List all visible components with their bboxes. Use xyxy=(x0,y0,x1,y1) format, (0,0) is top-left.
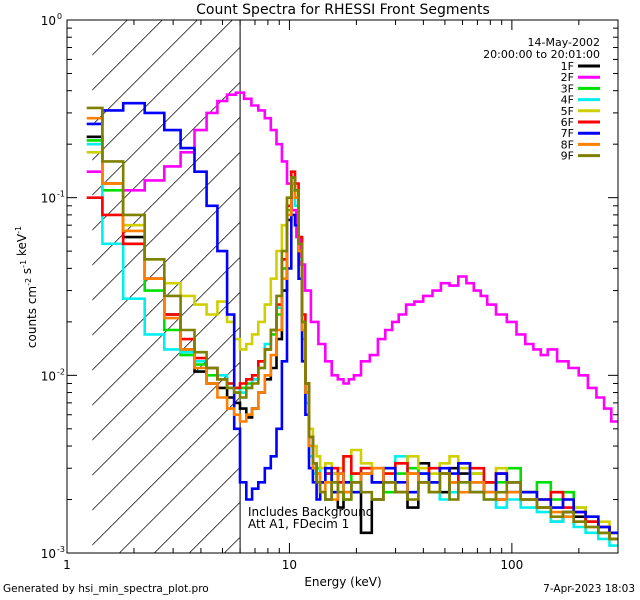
series-5F xyxy=(86,151,618,535)
y-tick-label: 10 xyxy=(41,192,56,206)
footer-generated-by: Generated by hsi_min_spectra_plot.pro xyxy=(3,583,209,595)
legend-label-5F: 5F xyxy=(561,105,574,118)
y-axis-label: counts cm-2 s-1 keV-1 xyxy=(14,226,39,348)
hatch-line xyxy=(92,326,241,476)
hatch-line xyxy=(92,20,93,21)
hatch-line xyxy=(92,221,241,371)
series-2F xyxy=(86,91,618,423)
y-tick-exponent: -3 xyxy=(57,545,65,554)
x-tick-label: 10 xyxy=(282,558,297,572)
legend-label-2F: 2F xyxy=(561,71,574,84)
legend-label-8F: 8F xyxy=(561,138,574,151)
hatch-line xyxy=(92,361,241,511)
hatch-line xyxy=(92,151,241,301)
hatch-line xyxy=(92,20,198,126)
legend-label-9F: 9F xyxy=(561,150,574,163)
legend-label-3F: 3F xyxy=(561,82,574,95)
footer-timestamp: 7-Apr-2023 18:03 xyxy=(543,583,635,595)
hatch-line xyxy=(92,81,241,231)
time-range-label: 20:00:00 to 20:01:00 xyxy=(483,48,600,61)
plot-frame xyxy=(66,19,619,554)
x-axis-label: Energy (keV) xyxy=(304,575,381,589)
legend-label-7F: 7F xyxy=(561,127,574,140)
x-axis: 1 10 100 xyxy=(63,20,619,572)
y-tick-label: 10 xyxy=(41,547,56,561)
annotation-background: Includes Background xyxy=(248,505,373,519)
hatch-line xyxy=(92,256,241,406)
x-tick-label: 100 xyxy=(500,558,523,572)
hatch-line xyxy=(92,396,241,546)
date-label: 14-May-2002 xyxy=(528,36,600,49)
hatch-line xyxy=(92,20,128,56)
series-group xyxy=(86,91,618,547)
y-tick-label: 10 xyxy=(41,369,56,383)
legend-label-6F: 6F xyxy=(561,116,574,129)
annotation-attenuator: Att A1, FDecim 1 xyxy=(248,517,349,531)
hatch-line xyxy=(119,431,241,553)
y-tick-exponent: -2 xyxy=(57,367,65,376)
legend-label-1F: 1F xyxy=(561,60,574,73)
hatch-line xyxy=(92,186,241,336)
x-tick-label: 1 xyxy=(63,558,71,572)
hatch-line xyxy=(92,46,241,196)
chart-title: Count Spectra for RHESSI Front Segments xyxy=(196,2,490,18)
legend-label-4F: 4F xyxy=(561,94,574,107)
y-tick-exponent: 0 xyxy=(57,12,62,21)
y-tick-label: 10 xyxy=(41,14,56,28)
series-9F xyxy=(86,106,618,541)
y-tick-exponent: -1 xyxy=(57,190,65,199)
